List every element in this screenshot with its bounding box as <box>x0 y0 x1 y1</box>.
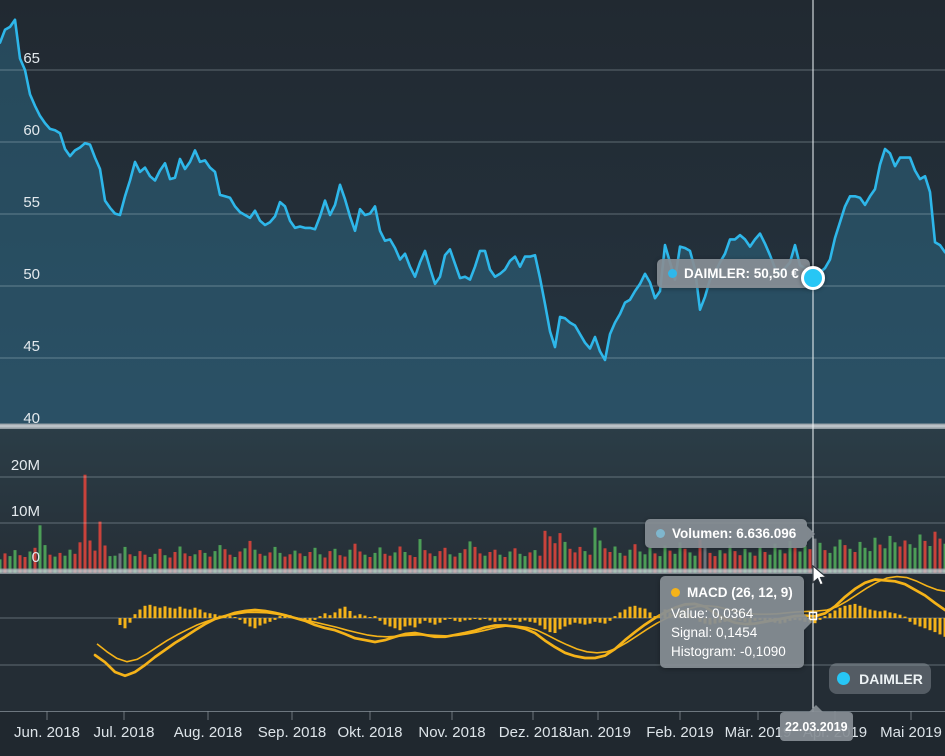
legend-label: DAIMLER <box>859 670 923 687</box>
svg-text:Aug. 2018: Aug. 2018 <box>174 724 242 741</box>
price-tooltip: DAIMLER: 50,50 € <box>657 259 818 288</box>
svg-text:Feb. 2019: Feb. 2019 <box>646 724 714 741</box>
crosshair-date-text: 22.03.2019 <box>785 719 848 734</box>
svg-text:60: 60 <box>23 122 40 139</box>
volume-panel-bg <box>0 429 945 569</box>
tooltip-arrow-icon <box>803 614 812 630</box>
macd-value: Value: 0,0364 <box>671 606 754 621</box>
volume-axis-labels: 20M 10M 0 <box>11 457 40 566</box>
svg-text:Jul. 2018: Jul. 2018 <box>94 724 155 741</box>
panel-divider[interactable] <box>0 423 945 430</box>
macd-signal-line <box>96 575 945 663</box>
macd-histogram: Histogram: -0,1090 <box>671 644 786 659</box>
svg-text:45: 45 <box>23 338 40 355</box>
macd-signal: Signal: 0,1454 <box>671 625 758 640</box>
tooltip-arrow-icon <box>807 525 816 542</box>
macd-series-dot-icon <box>671 588 680 597</box>
svg-text:Mär. 2019: Mär. 2019 <box>725 724 792 741</box>
crosshair-date-label: 22.03.2019 <box>780 705 853 741</box>
price-series-dot-icon <box>668 269 677 278</box>
price-tooltip-text: DAIMLER: 50,50 € <box>684 266 799 281</box>
svg-text:Mai 2019: Mai 2019 <box>880 724 942 741</box>
svg-text:50: 50 <box>23 266 40 283</box>
legend-series-dot-icon <box>837 672 851 685</box>
svg-text:Dez. 2018: Dez. 2018 <box>499 724 567 741</box>
volume-tooltip-text: Volumen: 6.636.096 <box>672 526 797 541</box>
svg-text:Nov. 2018: Nov. 2018 <box>418 724 485 741</box>
mouse-cursor-icon <box>812 565 828 586</box>
price-panel-bg <box>0 0 945 424</box>
macd-tooltip-title: MACD (26, 12, 9) <box>687 585 793 600</box>
legend-daimler-badge[interactable]: DAIMLER <box>829 663 931 694</box>
svg-text:Jun. 2018: Jun. 2018 <box>14 724 80 741</box>
panel-divider[interactable] <box>0 568 945 575</box>
tooltip-arrow-up-icon <box>809 705 824 712</box>
svg-text:55: 55 <box>23 194 40 211</box>
svg-text:10M: 10M <box>11 503 40 520</box>
svg-text:Sep. 2018: Sep. 2018 <box>258 724 326 741</box>
svg-text:0: 0 <box>32 549 40 566</box>
volume-bars <box>0 474 945 573</box>
svg-text:65: 65 <box>23 50 40 67</box>
macd-tooltip: MACD (26, 12, 9) Value: 0,0364 Signal: 0… <box>660 576 812 668</box>
volume-tooltip: Volumen: 6.636.096 <box>645 519 816 548</box>
price-axis-labels: 65 60 55 50 45 40 <box>23 50 40 427</box>
svg-text:20M: 20M <box>11 457 40 474</box>
price-point-marker <box>801 266 825 290</box>
svg-text:Okt. 2018: Okt. 2018 <box>337 724 402 741</box>
price-area-fill <box>0 19 945 425</box>
svg-text:Jan. 2019: Jan. 2019 <box>565 724 631 741</box>
volume-series-dot-icon <box>656 529 665 538</box>
svg-text:40: 40 <box>23 410 40 427</box>
